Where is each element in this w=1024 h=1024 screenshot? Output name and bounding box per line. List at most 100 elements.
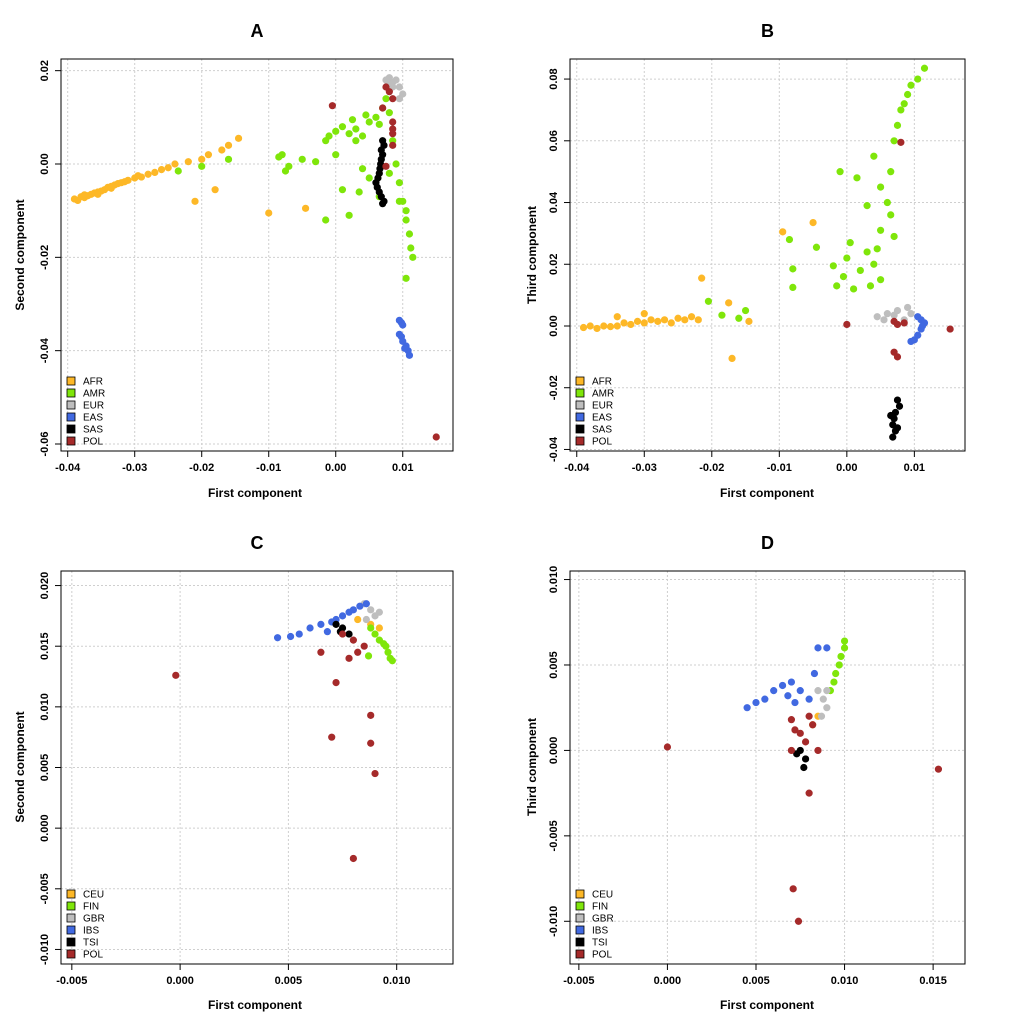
data-point-afr xyxy=(725,299,733,307)
plot-frame xyxy=(569,570,966,965)
data-points xyxy=(663,637,943,925)
data-point-ibs xyxy=(796,687,804,695)
legend-swatch xyxy=(66,436,76,446)
data-point-afr xyxy=(586,322,594,330)
data-point-amr xyxy=(876,183,885,191)
legend-label: FIN xyxy=(592,902,608,913)
data-point-fin xyxy=(840,644,849,652)
legend-swatch xyxy=(66,400,76,410)
data-point-gbr xyxy=(362,615,370,624)
data-point-amr xyxy=(893,121,902,129)
y-tick-label: -0.02 xyxy=(548,375,560,400)
data-point-afr xyxy=(667,319,675,327)
y-tick-label: 0.010 xyxy=(548,566,560,594)
data-point-amr xyxy=(863,202,871,210)
series-eas xyxy=(395,316,414,359)
data-point-pol xyxy=(814,746,822,755)
legend-label: CEU xyxy=(592,890,613,901)
data-point-amr xyxy=(785,235,794,244)
legend-swatch xyxy=(575,412,585,422)
data-point-pol xyxy=(843,320,851,329)
data-point-afr xyxy=(107,184,115,192)
series-ibs xyxy=(273,600,370,642)
data-point-fin xyxy=(371,630,379,638)
data-point-ibs xyxy=(306,624,314,632)
series-pol xyxy=(328,83,440,441)
data-point-amr xyxy=(402,216,410,224)
data-point-afr xyxy=(191,197,199,205)
x-axis-label: First component xyxy=(208,998,302,1012)
data-point-pol xyxy=(349,854,357,863)
series-sas xyxy=(372,137,388,208)
data-point-amr xyxy=(900,100,908,108)
data-point-gbr xyxy=(819,695,827,703)
y-tick-label: 0.08 xyxy=(548,68,560,89)
x-tick-label: -0.005 xyxy=(563,975,594,987)
data-point-amr xyxy=(846,239,854,247)
chart-panel-c: C -0.005 0.000 0.005 0.010 -0.010 -0.005 0.000 0… xyxy=(13,533,454,1012)
data-point-eur xyxy=(907,310,915,318)
y-tick-label: 0.020 xyxy=(39,572,51,600)
data-point-amr xyxy=(849,285,858,293)
legend-swatch xyxy=(575,436,585,446)
y-tick-label: -0.06 xyxy=(39,431,51,456)
data-point-afr xyxy=(633,317,642,325)
y-tick-label: 0.010 xyxy=(39,693,51,721)
data-point-gbr xyxy=(817,712,826,720)
data-point-gbr xyxy=(823,704,831,712)
data-point-gbr xyxy=(375,608,383,616)
series-afr xyxy=(70,134,310,217)
data-point-amr xyxy=(843,254,851,262)
y-tick-label: 0.000 xyxy=(39,814,51,842)
chart-title: A xyxy=(251,21,264,41)
legend-swatch xyxy=(575,376,585,386)
y-tick-label: -0.010 xyxy=(548,906,560,937)
data-points xyxy=(172,600,396,863)
data-point-amr xyxy=(839,273,848,281)
data-point-amr xyxy=(405,230,414,238)
data-point-afr xyxy=(234,134,243,142)
data-point-pol xyxy=(367,711,375,719)
legend-label: AFR xyxy=(83,377,103,388)
y-axis-label: Third component xyxy=(525,718,539,816)
data-point-amr xyxy=(198,162,206,170)
data-point-pol xyxy=(172,671,180,679)
data-point-afr xyxy=(211,186,219,194)
x-tick-label: 0.000 xyxy=(166,975,194,987)
data-point-amr xyxy=(174,167,182,175)
data-point-fin xyxy=(367,624,375,632)
data-point-amr xyxy=(402,274,410,282)
data-point-amr xyxy=(873,245,881,253)
data-points xyxy=(579,64,954,441)
plot-frame xyxy=(569,58,966,452)
data-point-tsi xyxy=(345,630,353,638)
data-point-pol xyxy=(354,648,362,656)
y-tick-label: -0.04 xyxy=(39,337,51,363)
series-sas xyxy=(887,396,904,441)
data-point-amr xyxy=(278,151,286,159)
x-tick-label: -0.02 xyxy=(189,462,214,474)
data-point-amr xyxy=(352,125,360,133)
data-point-ibs xyxy=(317,620,325,628)
data-point-eur xyxy=(904,303,912,312)
data-point-afr xyxy=(654,317,662,325)
data-point-pol xyxy=(934,765,943,773)
data-point-eas xyxy=(918,322,927,330)
data-point-afr xyxy=(647,316,655,324)
data-point-amr xyxy=(322,216,330,224)
data-point-afr xyxy=(171,160,179,168)
data-point-amr xyxy=(741,306,750,315)
data-point-afr xyxy=(640,319,648,327)
legend-label: EAS xyxy=(83,413,103,424)
chart-title: B xyxy=(761,21,774,41)
data-point-fin xyxy=(382,642,390,650)
data-point-pol xyxy=(805,712,813,720)
data-point-ibs xyxy=(770,687,778,695)
legend-label: TSI xyxy=(592,938,608,949)
data-point-afr xyxy=(184,158,192,166)
data-point-pol xyxy=(389,95,397,103)
chart-panel-b: B -0.04 -0.03 -0.02 -0.01 0.00 0.01 -0.04 -0.02 0… xyxy=(525,21,966,500)
legend-label: POL xyxy=(83,437,103,448)
